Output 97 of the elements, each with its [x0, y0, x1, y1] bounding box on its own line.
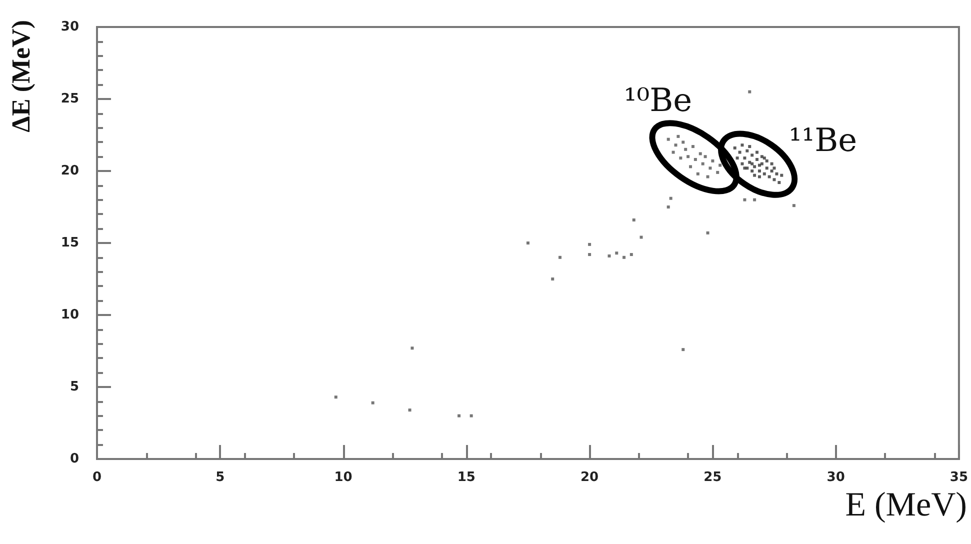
point: [679, 156, 682, 160]
point: [551, 278, 554, 280]
point: [698, 152, 702, 156]
point: [772, 178, 776, 182]
x-tick-label: 25: [704, 470, 722, 485]
point: [470, 414, 473, 418]
point: [371, 401, 374, 404]
point: [750, 170, 754, 172]
point: [775, 172, 778, 176]
annotation: ¹¹Be: [788, 120, 858, 159]
point: [694, 158, 697, 161]
x-tick-label: 15: [457, 470, 476, 485]
point: [458, 414, 461, 418]
point: [758, 164, 761, 167]
y-tick-label: 5: [70, 380, 79, 394]
point: [711, 159, 714, 162]
point: [689, 165, 692, 168]
point: [748, 145, 752, 148]
point: [765, 159, 768, 162]
x-tick-label: 5: [216, 470, 225, 485]
x-tick-label: 20: [580, 470, 599, 485]
point: [684, 148, 688, 151]
point: [558, 256, 562, 259]
point: [743, 198, 746, 202]
point: [696, 172, 700, 176]
point: [736, 156, 739, 160]
point: [334, 396, 338, 399]
point: [770, 170, 774, 172]
point: [676, 134, 680, 138]
point: [622, 256, 626, 259]
point: [706, 175, 710, 178]
point: [792, 204, 796, 208]
point: [753, 165, 756, 168]
point: [691, 145, 694, 148]
x-tick-label: 10: [334, 470, 352, 485]
point: [682, 140, 685, 144]
point: [526, 242, 530, 244]
point: [632, 218, 636, 222]
point: [686, 155, 690, 158]
y-tick-label: 25: [60, 92, 79, 106]
point: [756, 158, 759, 161]
point: [615, 252, 618, 255]
point: [780, 174, 784, 177]
point: [738, 150, 742, 154]
point: [740, 162, 744, 166]
point: [630, 253, 633, 256]
point: [768, 175, 771, 178]
point: [588, 253, 592, 256]
point: [716, 170, 720, 174]
point: [746, 149, 749, 152]
point: [753, 174, 756, 177]
point: [743, 166, 746, 170]
point: [733, 146, 736, 150]
x-tick-label: 35: [950, 470, 968, 485]
point: [748, 160, 752, 164]
point: [410, 346, 414, 350]
annotation: ¹⁰Be: [624, 80, 692, 119]
point: [765, 166, 768, 170]
point: [588, 242, 592, 246]
y-tick-label: 20: [60, 164, 79, 178]
point: [640, 236, 643, 239]
point: [608, 254, 611, 258]
point: [760, 155, 764, 158]
point: [762, 156, 766, 160]
point: [753, 198, 756, 202]
point: [778, 181, 781, 184]
point: [408, 408, 412, 412]
y-axis-title: ΔE (MeV): [6, 20, 36, 132]
point: [666, 206, 670, 208]
point: [772, 166, 776, 170]
point: [762, 172, 766, 176]
point: [748, 90, 752, 94]
point: [743, 156, 746, 160]
point: [758, 170, 761, 172]
point: [740, 144, 744, 147]
point: [708, 166, 712, 170]
y-tick-label: 10: [60, 308, 79, 322]
point: [756, 150, 759, 154]
x-tick-label: 0: [92, 470, 102, 485]
point: [758, 175, 761, 178]
point: [669, 196, 672, 200]
y-tick-label: 30: [60, 20, 79, 34]
point: [770, 162, 774, 166]
point: [706, 231, 710, 234]
point: [718, 164, 722, 167]
point: [701, 162, 704, 166]
point: [750, 162, 754, 166]
point: [674, 144, 678, 147]
point: [750, 154, 754, 157]
point: [704, 155, 707, 158]
x-tick-label: 30: [826, 470, 845, 485]
y-tick-label: 15: [60, 236, 79, 250]
point: [682, 348, 685, 352]
x-axis-title: E (MeV): [845, 486, 968, 524]
point: [666, 138, 670, 141]
point: [672, 150, 675, 154]
y-tick-label: 0: [70, 452, 79, 466]
